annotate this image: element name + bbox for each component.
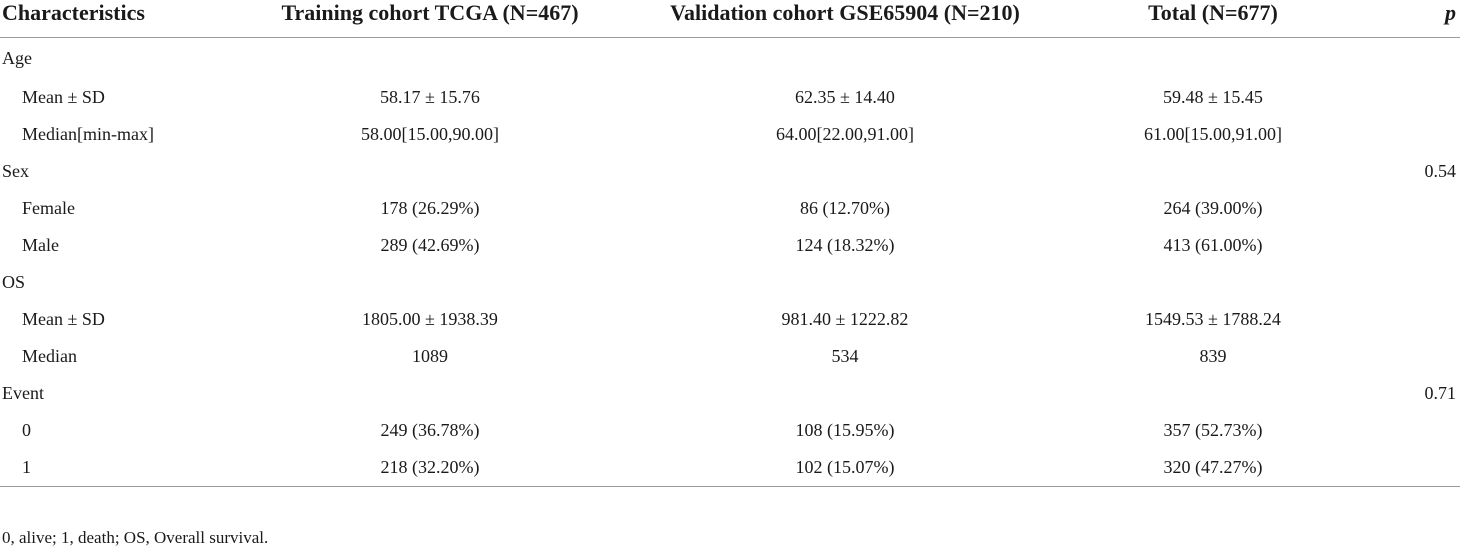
cell-p-value xyxy=(1386,411,1460,448)
row-label: Age xyxy=(2,48,32,68)
row-label: Mean ± SD xyxy=(22,86,105,107)
header-characteristics: Characteristics xyxy=(0,0,210,38)
cell-validation: 108 (15.95%) xyxy=(795,419,895,440)
cell-p-value xyxy=(1386,300,1460,337)
table-row: 1 218 (32.20%) 102 (15.07%) 320 (47.27%) xyxy=(0,448,1460,487)
table-header: Characteristics Training cohort TCGA (N=… xyxy=(0,0,1460,38)
row-label: OS xyxy=(2,271,26,292)
cell-p-value xyxy=(1386,78,1460,115)
cell-validation: 64.00[22.00,91.00] xyxy=(776,123,914,144)
row-label: Event xyxy=(2,382,44,403)
cell-total: 839 xyxy=(1199,345,1227,366)
cell-training: 178 (26.29%) xyxy=(380,197,480,218)
table-row: Female 178 (26.29%) 86 (12.70%) 264 (39.00%… xyxy=(0,189,1460,226)
row-label: Mean ± SD xyxy=(22,308,105,329)
row-label: 1 xyxy=(0,448,210,487)
cell-total: 61.00[15.00,91.00] xyxy=(1144,123,1282,144)
cell-total xyxy=(1040,38,1386,79)
cell-total xyxy=(1040,263,1386,300)
row-label: Median xyxy=(22,345,77,366)
clinical-characteristics-table: Characteristics Training cohort TCGA (N=… xyxy=(0,0,1460,487)
cell-training: 1089 xyxy=(412,345,448,366)
row-label: Median[min-max] xyxy=(22,123,154,144)
cell-p-value xyxy=(1386,448,1460,487)
cell-training: 289 (42.69%) xyxy=(380,234,480,255)
cell-training: 249 (36.78%) xyxy=(380,419,480,440)
cell-training: 58.17 ± 15.76 xyxy=(380,86,480,107)
cell-validation xyxy=(650,152,1040,189)
header-row: Characteristics Training cohort TCGA (N=… xyxy=(0,0,1460,38)
header-p-value: p xyxy=(1386,0,1460,38)
cell-p-value: 0.71 xyxy=(1424,382,1457,403)
cell-validation: 981.40 ± 1222.82 xyxy=(781,308,909,329)
cell-training xyxy=(210,374,650,411)
cell-validation: 86 (12.70%) xyxy=(800,197,890,218)
table-row: Male 289 (42.69%) 124 (18.32%) 413 (61.00%) xyxy=(0,226,1460,263)
cell-validation xyxy=(650,374,1040,411)
cell-total: 1549.53 ± 1788.24 xyxy=(1145,308,1281,329)
row-label: Female xyxy=(22,197,75,218)
cell-training xyxy=(210,263,650,300)
row-label: 0 xyxy=(22,419,31,440)
cell-training xyxy=(210,152,650,189)
cell-p-value xyxy=(1386,337,1460,374)
cell-validation: 124 (18.32%) xyxy=(795,234,895,255)
cell-total: 357 (52.73%) xyxy=(1163,419,1263,440)
cell-p-value xyxy=(1386,189,1460,226)
table-row: OS xyxy=(0,263,1460,300)
cell-training xyxy=(210,38,650,79)
table-row: Median 1089 534 839 xyxy=(0,337,1460,374)
table-row: 0 249 (36.78%) 108 (15.95%) 357 (52.73%) xyxy=(0,411,1460,448)
table-body: Age Mean ± SD 58.17 ± 15.76 62.35 ± 14.40 59… xyxy=(0,38,1460,487)
cell-total: 320 (47.27%) xyxy=(1040,448,1386,487)
table-row: Age xyxy=(0,38,1460,79)
cell-total xyxy=(1040,374,1386,411)
cell-p-value: 0.54 xyxy=(1424,160,1457,181)
cell-p-value xyxy=(1386,226,1460,263)
header-validation-cohort: Validation cohort GSE65904 (N=210) xyxy=(650,0,1040,38)
cell-p-value xyxy=(1386,38,1460,79)
table-row: Mean ± SD 58.17 ± 15.76 62.35 ± 14.40 59.48… xyxy=(0,78,1460,115)
cell-validation: 102 (15.07%) xyxy=(650,448,1040,487)
cell-p-value xyxy=(1386,115,1460,152)
row-label: Sex xyxy=(2,160,29,181)
table-footnote: 0, alive; 1, death; OS, Overall survival… xyxy=(2,528,269,547)
table-row: Event 0.71 xyxy=(0,374,1460,411)
cell-total: 264 (39.00%) xyxy=(1163,197,1263,218)
cell-validation xyxy=(650,38,1040,79)
table-row: Sex 0.54 xyxy=(0,152,1460,189)
table-row: Median[min-max] 58.00[15.00,90.00] 64.00[2… xyxy=(0,115,1460,152)
cell-p-value xyxy=(1386,263,1460,300)
cell-training: 1805.00 ± 1938.39 xyxy=(362,308,498,329)
cell-training: 58.00[15.00,90.00] xyxy=(361,123,499,144)
table-row: Mean ± SD 1805.00 ± 1938.39 981.40 ± 1222.… xyxy=(0,300,1460,337)
cell-training: 218 (32.20%) xyxy=(210,448,650,487)
cell-validation xyxy=(650,263,1040,300)
header-training-cohort: Training cohort TCGA (N=467) xyxy=(210,0,650,38)
cell-total: 413 (61.00%) xyxy=(1163,234,1263,255)
cell-total: 59.48 ± 15.45 xyxy=(1163,86,1263,107)
header-total: Total (N=677) xyxy=(1040,0,1386,38)
cell-validation: 62.35 ± 14.40 xyxy=(795,86,895,107)
cell-total xyxy=(1040,152,1386,189)
row-label: Male xyxy=(22,234,59,255)
cell-validation: 534 xyxy=(831,345,859,366)
